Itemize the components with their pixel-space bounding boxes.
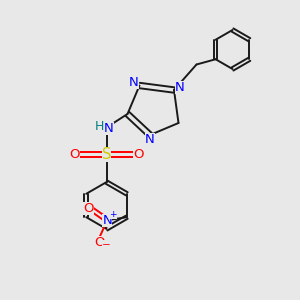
Text: −: − — [102, 240, 111, 250]
Text: N: N — [129, 76, 139, 89]
Text: O: O — [70, 148, 80, 161]
Text: O: O — [94, 236, 104, 249]
Text: N: N — [175, 81, 184, 94]
Text: N: N — [104, 122, 114, 135]
Text: O: O — [133, 148, 143, 161]
Text: N: N — [102, 214, 112, 227]
Text: O: O — [83, 202, 94, 215]
Text: S: S — [102, 147, 111, 162]
Text: H: H — [95, 119, 105, 133]
Text: N: N — [145, 133, 155, 146]
Text: +: + — [110, 210, 117, 219]
